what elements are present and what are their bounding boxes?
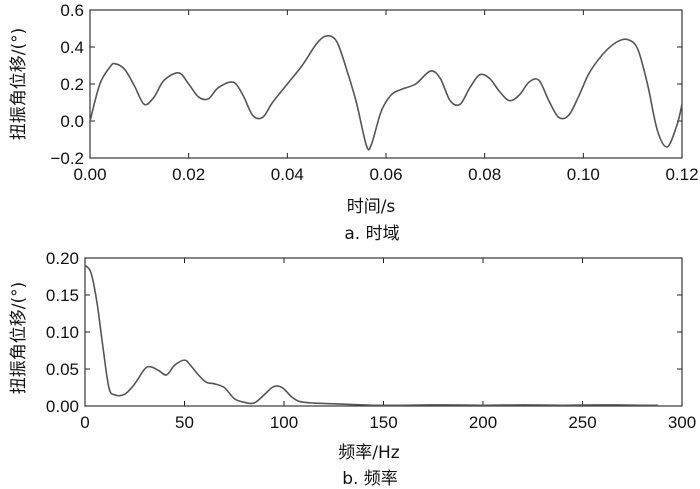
x-tick-labels: 0.00 0.02 0.04 0.06 0.08 0.10 0.12	[73, 165, 698, 184]
time-series-line	[89, 35, 683, 151]
tick-marks	[84, 257, 683, 407]
spectrum-line	[84, 264, 659, 407]
x-tick-labels: 0 50 100 150 200 250 300	[80, 413, 696, 432]
y-tick-label: 0.00	[46, 397, 79, 416]
x-tick-label: 0.02	[172, 165, 205, 184]
x-tick-label: 0.04	[271, 165, 304, 184]
x-tick-label: 200	[469, 413, 497, 432]
x-tick-label: 150	[369, 413, 397, 432]
x-tick-label: 0.08	[468, 165, 501, 184]
y-axis-label: 扭振角位移/(°)	[9, 28, 29, 141]
y-tick-label: −0.2	[50, 149, 84, 168]
x-tick-label: 0	[80, 413, 89, 432]
x-tick-label: 250	[568, 413, 596, 432]
y-tick-label: 0.20	[46, 249, 79, 268]
x-tick-label: 0.00	[73, 165, 106, 184]
chart-caption: b. 频率	[342, 469, 398, 489]
x-axis-label: 频率/Hz	[338, 443, 400, 463]
time-domain-chart: 0.00 0.02 0.04 0.06 0.08 0.10 0.12 −0.2 0.0 0.2 0…	[9, 1, 699, 244]
tick-marks	[89, 9, 683, 159]
y-tick-label: 0.6	[60, 1, 84, 20]
y-tick-label: 0.05	[46, 360, 79, 379]
y-tick-label: 0.15	[46, 286, 79, 305]
plot-frame	[89, 9, 683, 159]
chart-caption: a. 时域	[344, 224, 399, 244]
y-tick-label: 0.4	[60, 38, 84, 57]
x-axis-label: 时间/s	[347, 197, 396, 217]
y-tick-labels: −0.2 0.0 0.2 0.4 0.6	[50, 1, 84, 168]
x-tick-label: 0.10	[567, 165, 600, 184]
x-tick-label: 0.06	[369, 165, 402, 184]
y-tick-label: 0.10	[46, 323, 79, 342]
plot-frame	[84, 257, 683, 407]
y-axis-label: 扭振角位移/(°)	[9, 282, 29, 395]
x-tick-label: 0.12	[665, 165, 698, 184]
y-tick-label: 0.0	[60, 112, 84, 131]
x-tick-label: 300	[668, 413, 696, 432]
frequency-domain-chart: 0 50 100 150 200 250 300 0.000.050.100.150.20 …	[9, 249, 696, 489]
y-tick-label: 0.2	[60, 75, 84, 94]
x-tick-label: 100	[270, 413, 298, 432]
y-tick-labels: 0.00 0.05 0.10 0.15 0.20	[46, 249, 79, 416]
x-tick-label: 50	[175, 413, 194, 432]
